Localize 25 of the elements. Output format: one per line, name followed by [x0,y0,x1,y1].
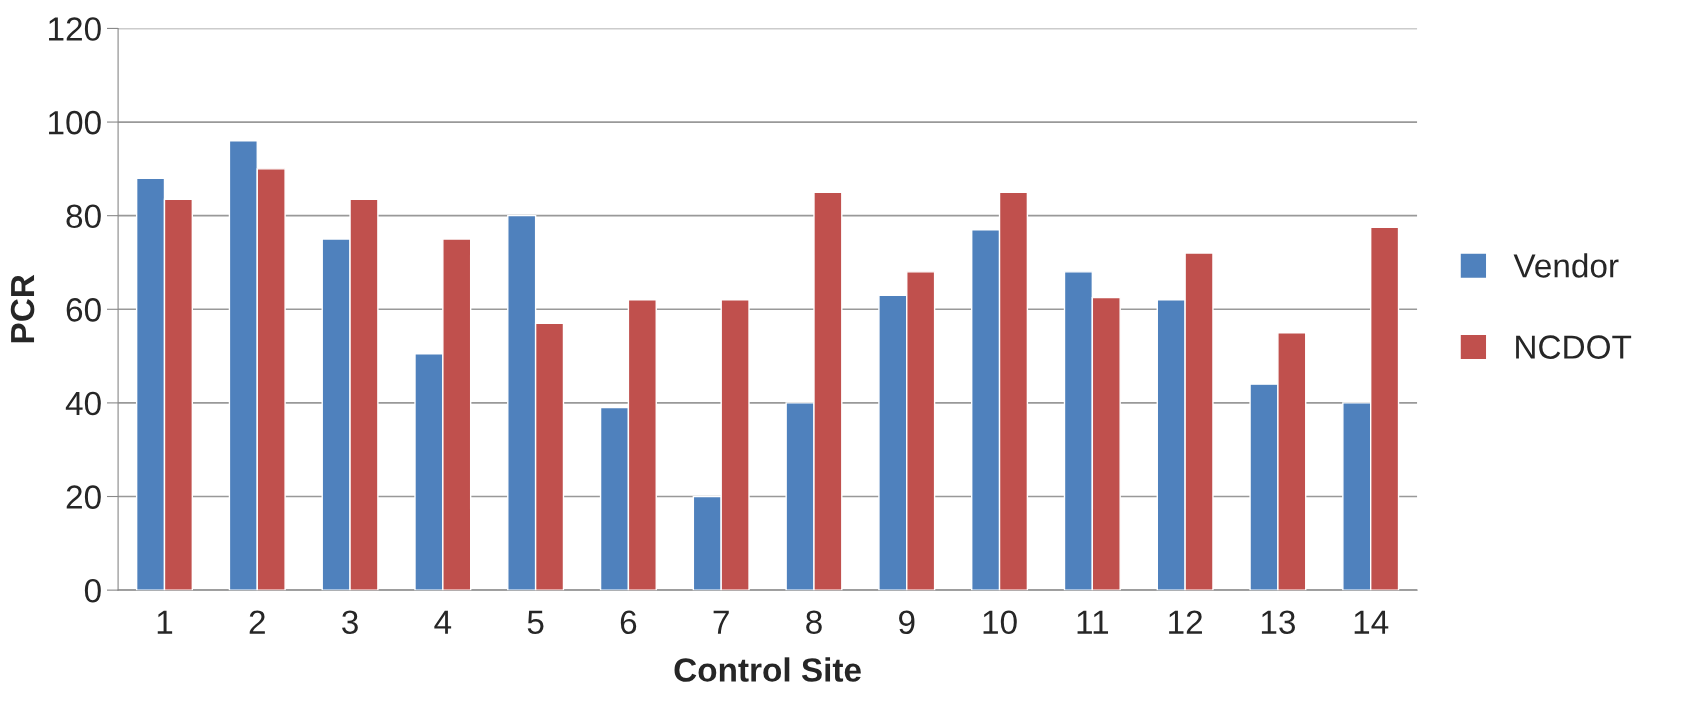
y-tick-label: 40 [65,391,101,416]
x-tick-label: 13 [1261,610,1295,635]
y-tick-label: 60 [66,298,101,322]
y-axis-title: PCR [10,274,35,343]
x-tick-label: 7 [713,610,729,634]
legend-label: Vendor [1513,253,1619,278]
x-tick-label: 2 [249,610,265,634]
x-tick-label: 11 [1077,610,1109,634]
y-tick-label: 80 [66,204,101,229]
y-tick-label: 0 [84,578,101,603]
x-tick-label: 4 [434,610,452,634]
y-tick-label: 20 [66,485,101,509]
x-tick-label: 8 [806,610,822,635]
x-tick-label: 10 [983,610,1017,635]
y-tick-label: 100 [49,110,101,135]
x-axis-title: Control Site [674,657,861,682]
x-tick-label: 5 [527,610,544,635]
y-tick-label: 120 [49,17,101,41]
legend-label: NCDOT [1516,335,1632,359]
x-tick-label: 3 [342,610,358,635]
x-tick-label: 9 [899,610,915,635]
x-tick-label: 1 [157,610,173,634]
x-tick-label: 6 [620,610,637,635]
x-tick-label: 12 [1169,610,1202,634]
x-tick-label: 14 [1354,610,1389,634]
